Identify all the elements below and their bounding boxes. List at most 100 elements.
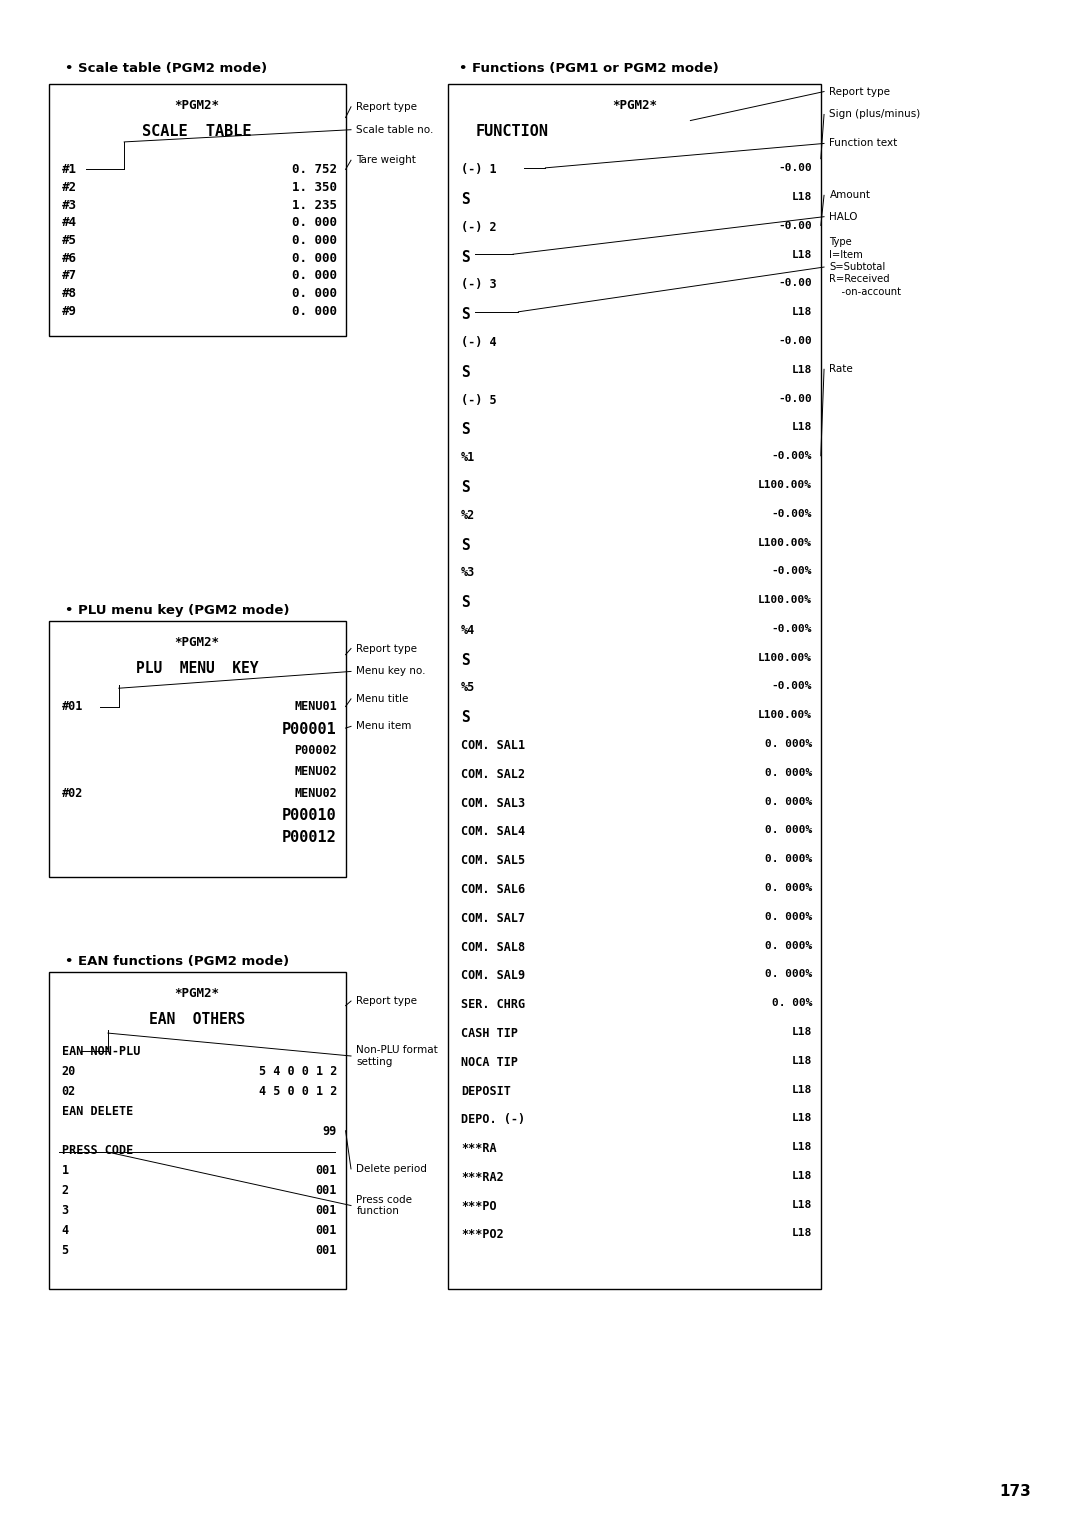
Text: ***PO: ***PO xyxy=(461,1199,497,1213)
Text: Menu title: Menu title xyxy=(356,694,408,703)
Text: 2: 2 xyxy=(62,1184,69,1198)
Text: 0. 000%: 0. 000% xyxy=(765,826,812,835)
Text: L18: L18 xyxy=(792,1027,812,1038)
Text: L18: L18 xyxy=(792,250,812,259)
Text: #5: #5 xyxy=(62,233,77,247)
Text: L100.00%: L100.00% xyxy=(758,481,812,490)
Text: 001: 001 xyxy=(315,1164,337,1178)
Text: #3: #3 xyxy=(62,198,77,212)
Bar xyxy=(49,84,346,336)
Text: DEPO. (-): DEPO. (-) xyxy=(461,1114,525,1126)
Text: (-) 2: (-) 2 xyxy=(461,221,497,233)
Text: S: S xyxy=(461,307,470,322)
Text: 3: 3 xyxy=(62,1204,69,1218)
Text: L100.00%: L100.00% xyxy=(758,653,812,662)
Text: 5 4 0 0 1 2: 5 4 0 0 1 2 xyxy=(258,1065,337,1079)
Text: HALO: HALO xyxy=(829,212,858,221)
Text: -0.00%: -0.00% xyxy=(771,566,812,577)
Text: COM. SAL2: COM. SAL2 xyxy=(461,768,525,781)
Text: -0.00: -0.00 xyxy=(779,336,812,346)
Text: #6: #6 xyxy=(62,252,77,264)
Text: Press code
function: Press code function xyxy=(356,1195,413,1216)
Text: COM. SAL6: COM. SAL6 xyxy=(461,884,525,896)
Text: 5: 5 xyxy=(62,1244,69,1257)
Text: S: S xyxy=(461,537,470,552)
Text: S: S xyxy=(461,423,470,438)
Text: COM. SAL1: COM. SAL1 xyxy=(461,739,525,752)
Text: EAN  OTHERS: EAN OTHERS xyxy=(149,1012,245,1027)
Text: Report type: Report type xyxy=(356,644,417,653)
Text: L18: L18 xyxy=(792,1170,812,1181)
Text: 0. 000%: 0. 000% xyxy=(765,797,812,807)
Text: 001: 001 xyxy=(315,1184,337,1198)
Text: 0. 000: 0. 000 xyxy=(292,252,337,264)
Text: 001: 001 xyxy=(315,1224,337,1238)
Text: *PGM2*: *PGM2* xyxy=(175,636,219,650)
Text: -0.00%: -0.00% xyxy=(771,624,812,633)
Text: L100.00%: L100.00% xyxy=(758,710,812,720)
Text: P00012: P00012 xyxy=(282,830,337,845)
Text: %3: %3 xyxy=(461,566,475,580)
Text: Type
I=Item
S=Subtotal
R=Received
    -on-account: Type I=Item S=Subtotal R=Received -on-ac… xyxy=(829,237,902,298)
Text: SER. CHRG: SER. CHRG xyxy=(461,998,525,1012)
Text: Report type: Report type xyxy=(356,996,417,1006)
Text: NOCA TIP: NOCA TIP xyxy=(461,1056,518,1068)
Text: -0.00%: -0.00% xyxy=(771,508,812,519)
Text: 1. 350: 1. 350 xyxy=(292,182,337,194)
Text: 0. 000%: 0. 000% xyxy=(765,884,812,893)
Text: CASH TIP: CASH TIP xyxy=(461,1027,518,1039)
Text: 0. 752: 0. 752 xyxy=(292,163,337,177)
Text: ***RA2: ***RA2 xyxy=(461,1170,504,1184)
Text: P00001: P00001 xyxy=(282,722,337,737)
Text: #01: #01 xyxy=(62,700,83,714)
Text: 0. 000: 0. 000 xyxy=(292,287,337,301)
Text: #4: #4 xyxy=(62,217,77,229)
Text: ***PO2: ***PO2 xyxy=(461,1228,504,1242)
Text: PLU  MENU  KEY: PLU MENU KEY xyxy=(136,661,258,676)
Text: #2: #2 xyxy=(62,182,77,194)
Text: Rate: Rate xyxy=(829,365,853,374)
Text: 0. 000%: 0. 000% xyxy=(765,855,812,864)
Text: 0. 000: 0. 000 xyxy=(292,305,337,317)
Text: 0. 000: 0. 000 xyxy=(292,217,337,229)
Text: Scale table no.: Scale table no. xyxy=(356,125,434,134)
Text: 0. 000%: 0. 000% xyxy=(765,940,812,951)
Text: -0.00%: -0.00% xyxy=(771,682,812,691)
Text: 20: 20 xyxy=(62,1065,76,1079)
Text: SCALE  TABLE: SCALE TABLE xyxy=(143,124,252,139)
Text: P00010: P00010 xyxy=(282,809,337,823)
Text: #9: #9 xyxy=(62,305,77,317)
Text: -0.00: -0.00 xyxy=(779,394,812,403)
Text: L100.00%: L100.00% xyxy=(758,537,812,548)
Text: 0. 000: 0. 000 xyxy=(292,233,337,247)
Bar xyxy=(49,621,346,877)
Text: PRESS CODE: PRESS CODE xyxy=(62,1144,133,1158)
Bar xyxy=(49,972,346,1289)
Text: Report type: Report type xyxy=(356,102,417,111)
Text: COM. SAL3: COM. SAL3 xyxy=(461,797,525,810)
Text: S: S xyxy=(461,595,470,610)
Text: *PGM2*: *PGM2* xyxy=(175,987,219,1001)
Text: -0.00%: -0.00% xyxy=(771,452,812,461)
Text: %2: %2 xyxy=(461,508,475,522)
Text: #02: #02 xyxy=(62,787,83,800)
Text: #1: #1 xyxy=(62,163,77,177)
Text: L18: L18 xyxy=(792,1228,812,1239)
Text: Sign (plus/minus): Sign (plus/minus) xyxy=(829,110,920,119)
Text: Report type: Report type xyxy=(829,87,890,96)
Text: 173: 173 xyxy=(1000,1483,1031,1499)
Text: MENU01: MENU01 xyxy=(294,700,337,714)
Text: 4 5 0 0 1 2: 4 5 0 0 1 2 xyxy=(258,1085,337,1099)
Text: COM. SAL5: COM. SAL5 xyxy=(461,855,525,867)
Text: S: S xyxy=(461,653,470,668)
Text: %5: %5 xyxy=(461,682,475,694)
Bar xyxy=(448,84,821,1289)
Text: 0. 000%: 0. 000% xyxy=(765,969,812,980)
Text: Menu key no.: Menu key no. xyxy=(356,667,426,676)
Text: MENU02: MENU02 xyxy=(294,787,337,800)
Text: -0.00: -0.00 xyxy=(779,221,812,230)
Text: COM. SAL4: COM. SAL4 xyxy=(461,826,525,838)
Text: FUNCTION: FUNCTION xyxy=(475,124,549,139)
Text: 0. 000%: 0. 000% xyxy=(765,913,812,922)
Text: 0. 000%: 0. 000% xyxy=(765,739,812,749)
